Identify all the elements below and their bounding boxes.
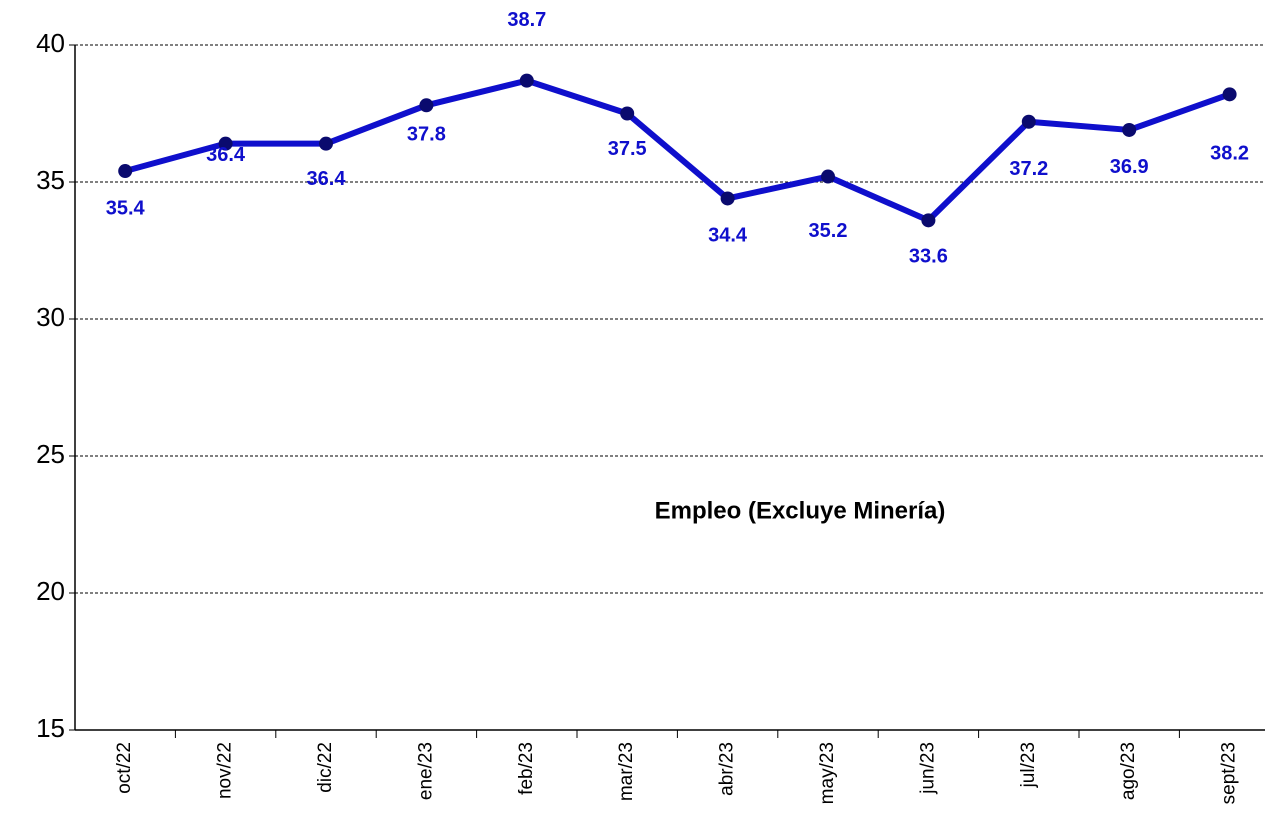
marker	[1122, 122, 1137, 137]
x-tick-label: abr/23	[717, 742, 738, 796]
y-tick-label: 25	[36, 439, 65, 469]
y-tick-label: 30	[36, 302, 65, 332]
x-tick-label: ene/23	[415, 742, 436, 800]
x-tick-label: jul/23	[1018, 742, 1039, 788]
y-tick-label: 20	[36, 576, 65, 606]
value-label: 38.7	[507, 9, 546, 31]
value-label: 33.6	[909, 246, 948, 268]
line	[124, 77, 1231, 224]
value-label: 36.9	[1110, 156, 1149, 178]
x-tick-label: jun/23	[917, 742, 938, 795]
x-tick-label: sept/23	[1219, 742, 1240, 804]
marker	[720, 191, 735, 206]
x-tick-label: mar/23	[616, 742, 637, 801]
y-tick-label: 15	[36, 713, 65, 743]
annotation: Empleo (Excluye Minería)	[655, 497, 946, 524]
y-tick-label: 40	[36, 28, 65, 58]
x-tick-label: feb/23	[516, 742, 537, 795]
value-label: 35.2	[809, 220, 848, 242]
value-label: 37.2	[1009, 158, 1048, 180]
value-label: 34.4	[708, 225, 748, 247]
marker	[319, 136, 333, 151]
x-tick-label: nov/22	[215, 742, 236, 799]
marker	[921, 213, 936, 228]
marker	[218, 136, 233, 151]
value-label: 35.4	[106, 197, 146, 219]
marker	[821, 169, 835, 184]
value-label: 36.4	[206, 144, 246, 166]
x-tick-label: ago/23	[1118, 742, 1139, 800]
marker	[1021, 114, 1036, 129]
marker	[419, 98, 434, 113]
value-label: 37.5	[608, 138, 647, 160]
marker	[1222, 87, 1237, 102]
x-tick-label: may/23	[817, 742, 838, 804]
y-tick-label: 35	[36, 165, 65, 195]
marker	[620, 106, 635, 121]
x-tick-label: dic/22	[315, 742, 336, 793]
value-label: 36.4	[307, 168, 347, 190]
marker	[519, 73, 534, 88]
value-label: 38.2	[1210, 143, 1249, 165]
x-tick-label: oct/22	[114, 742, 135, 794]
marker	[118, 164, 133, 179]
value-label: 37.8	[407, 124, 446, 146]
